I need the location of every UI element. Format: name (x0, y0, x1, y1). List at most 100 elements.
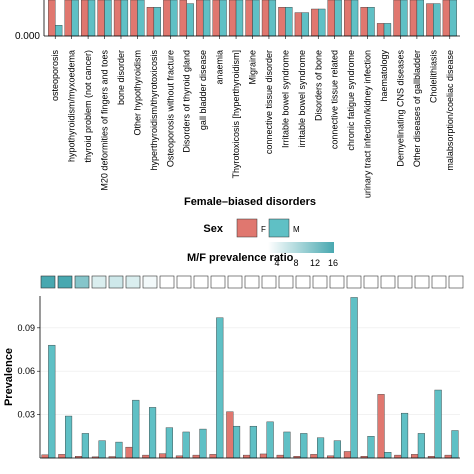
top-bar-f (376, 23, 385, 37)
bottom-bar-f (259, 453, 267, 459)
bottom-bar-f (209, 454, 217, 459)
top-bar-f (442, 0, 450, 37)
top-bar-f (196, 0, 204, 37)
top-bar-f (409, 0, 418, 37)
bottom-bar-m (434, 389, 442, 459)
top-bar-m (416, 0, 424, 37)
legend-swatch-f (236, 218, 258, 238)
top-x-tick-label: Irritable bowel syndrome (280, 50, 290, 148)
top-bar-m (55, 25, 63, 37)
bottom-bar-f (394, 454, 402, 459)
ratio-heatmap-cell (108, 275, 124, 289)
top-bar-m (186, 3, 194, 37)
bottom-bar-m (451, 430, 459, 459)
ratio-heatmap-cell (91, 275, 107, 289)
ratio-legend-tick: 4 (274, 258, 279, 268)
bottom-bar-f (142, 454, 150, 459)
bottom-bar-m (64, 415, 73, 459)
top-x-tick-label: Disorders of thyroid gland (182, 50, 192, 153)
bottom-y-axis-title: Prevalence (3, 348, 15, 406)
top-bar-m (153, 6, 161, 37)
bottom-bar-f (192, 454, 200, 459)
bottom-bar-m (350, 297, 358, 459)
top-bar-m (449, 0, 457, 37)
bottom-bar-m (317, 437, 325, 459)
bottom-bar-m (283, 431, 291, 459)
top-bar-f (48, 0, 56, 37)
top-bar-f (327, 0, 335, 37)
top-x-tick-label: urinary tract infection/kidney infection (363, 50, 373, 198)
bottom-bar-m (199, 428, 207, 459)
bottom-y-tick-label: 0.03 (17, 410, 35, 420)
bottom-bar-m (417, 433, 425, 459)
bottom-bar-m (115, 441, 123, 459)
ratio-heatmap-cell (397, 275, 413, 289)
ratio-heatmap-cell (125, 275, 141, 289)
ratio-colorbar (268, 242, 334, 253)
top-x-tick-label: Other hypothyroidism (132, 50, 142, 136)
ratio-heatmap-cell (244, 275, 260, 289)
top-bar-f (360, 6, 368, 37)
bottom-bar-m (232, 425, 241, 459)
top-x-tick-label: Other diseases of gallbladder (412, 50, 422, 167)
top-bar-m (268, 0, 277, 37)
bottom-y-tick-label: 0.09 (17, 323, 35, 333)
top-bar-f (344, 0, 352, 37)
legend-swatch-m (268, 218, 290, 238)
top-x-tick-label: Demyelinating CNS diseases (395, 50, 405, 167)
ratio-heatmap-cell (329, 275, 345, 289)
ratio-heatmap-cell (261, 275, 277, 289)
ratio-heatmap-cell (346, 275, 362, 289)
bottom-bar-m (333, 440, 341, 459)
top-bar-m (202, 0, 211, 37)
top-x-axis-title: Female–biased disorders (184, 196, 316, 208)
top-bar-m (252, 0, 260, 37)
ratio-heatmap-cell (431, 275, 447, 289)
top-x-tick-label: connective tissue disorder (264, 50, 274, 154)
top-bar-m (367, 6, 375, 37)
bottom-bar-f (343, 451, 351, 459)
bottom-bar-f (58, 454, 66, 459)
top-x-tick-label: irritable bowel syndrome (297, 50, 307, 148)
ratio-legend-tick: 12 (310, 258, 320, 268)
ratio-legend: M/F prevalence ratio 4 8 12 16 (187, 242, 338, 268)
top-bar-m (219, 0, 227, 37)
top-bar-f (245, 0, 253, 37)
top-bar-f (146, 6, 155, 37)
top-bar-f (163, 0, 171, 37)
ratio-heatmap-cell (57, 275, 73, 289)
top-bar-m (400, 0, 408, 37)
sex-legend: Sex F M (203, 218, 300, 238)
top-x-tick-label: osteoporosis (50, 50, 60, 102)
top-x-tick-label: Migraine (248, 50, 258, 85)
ratio-heatmap-row (40, 275, 464, 289)
ratio-heatmap-cell (193, 275, 209, 289)
top-bar-m (285, 6, 293, 37)
top-bar-m (383, 23, 392, 37)
bottom-bar-m (249, 425, 257, 459)
bottom-bar-f (276, 454, 284, 459)
top-bar-m (120, 0, 129, 37)
top-bar-f (278, 6, 286, 37)
legend-label-m: M (293, 225, 300, 234)
ratio-heatmap-cell (210, 275, 226, 289)
bottom-bar-m (81, 433, 89, 459)
bottom-bar-f (310, 454, 318, 459)
top-x-tick-label: bone disorder (116, 50, 126, 105)
top-bar-m (301, 12, 309, 37)
ratio-legend-title: M/F prevalence ratio (187, 252, 294, 264)
bottom-bar-m (48, 344, 56, 459)
top-x-tick-label: anaemia (215, 50, 225, 85)
bottom-bar-m (182, 431, 190, 459)
top-x-tick-label: Disorders of bone (313, 50, 323, 121)
bottom-bar-f (226, 411, 234, 459)
bottom-bar-m (165, 427, 173, 459)
ratio-heatmap-cell (74, 275, 90, 289)
ratio-heatmap-cell (278, 275, 294, 289)
top-bar-f (179, 0, 187, 37)
top-x-tick-label: Cholelithiasis (428, 50, 438, 104)
bottom-bar-f (159, 453, 167, 459)
ratio-heatmap-cell (448, 275, 464, 289)
top-bar-m (235, 0, 244, 37)
